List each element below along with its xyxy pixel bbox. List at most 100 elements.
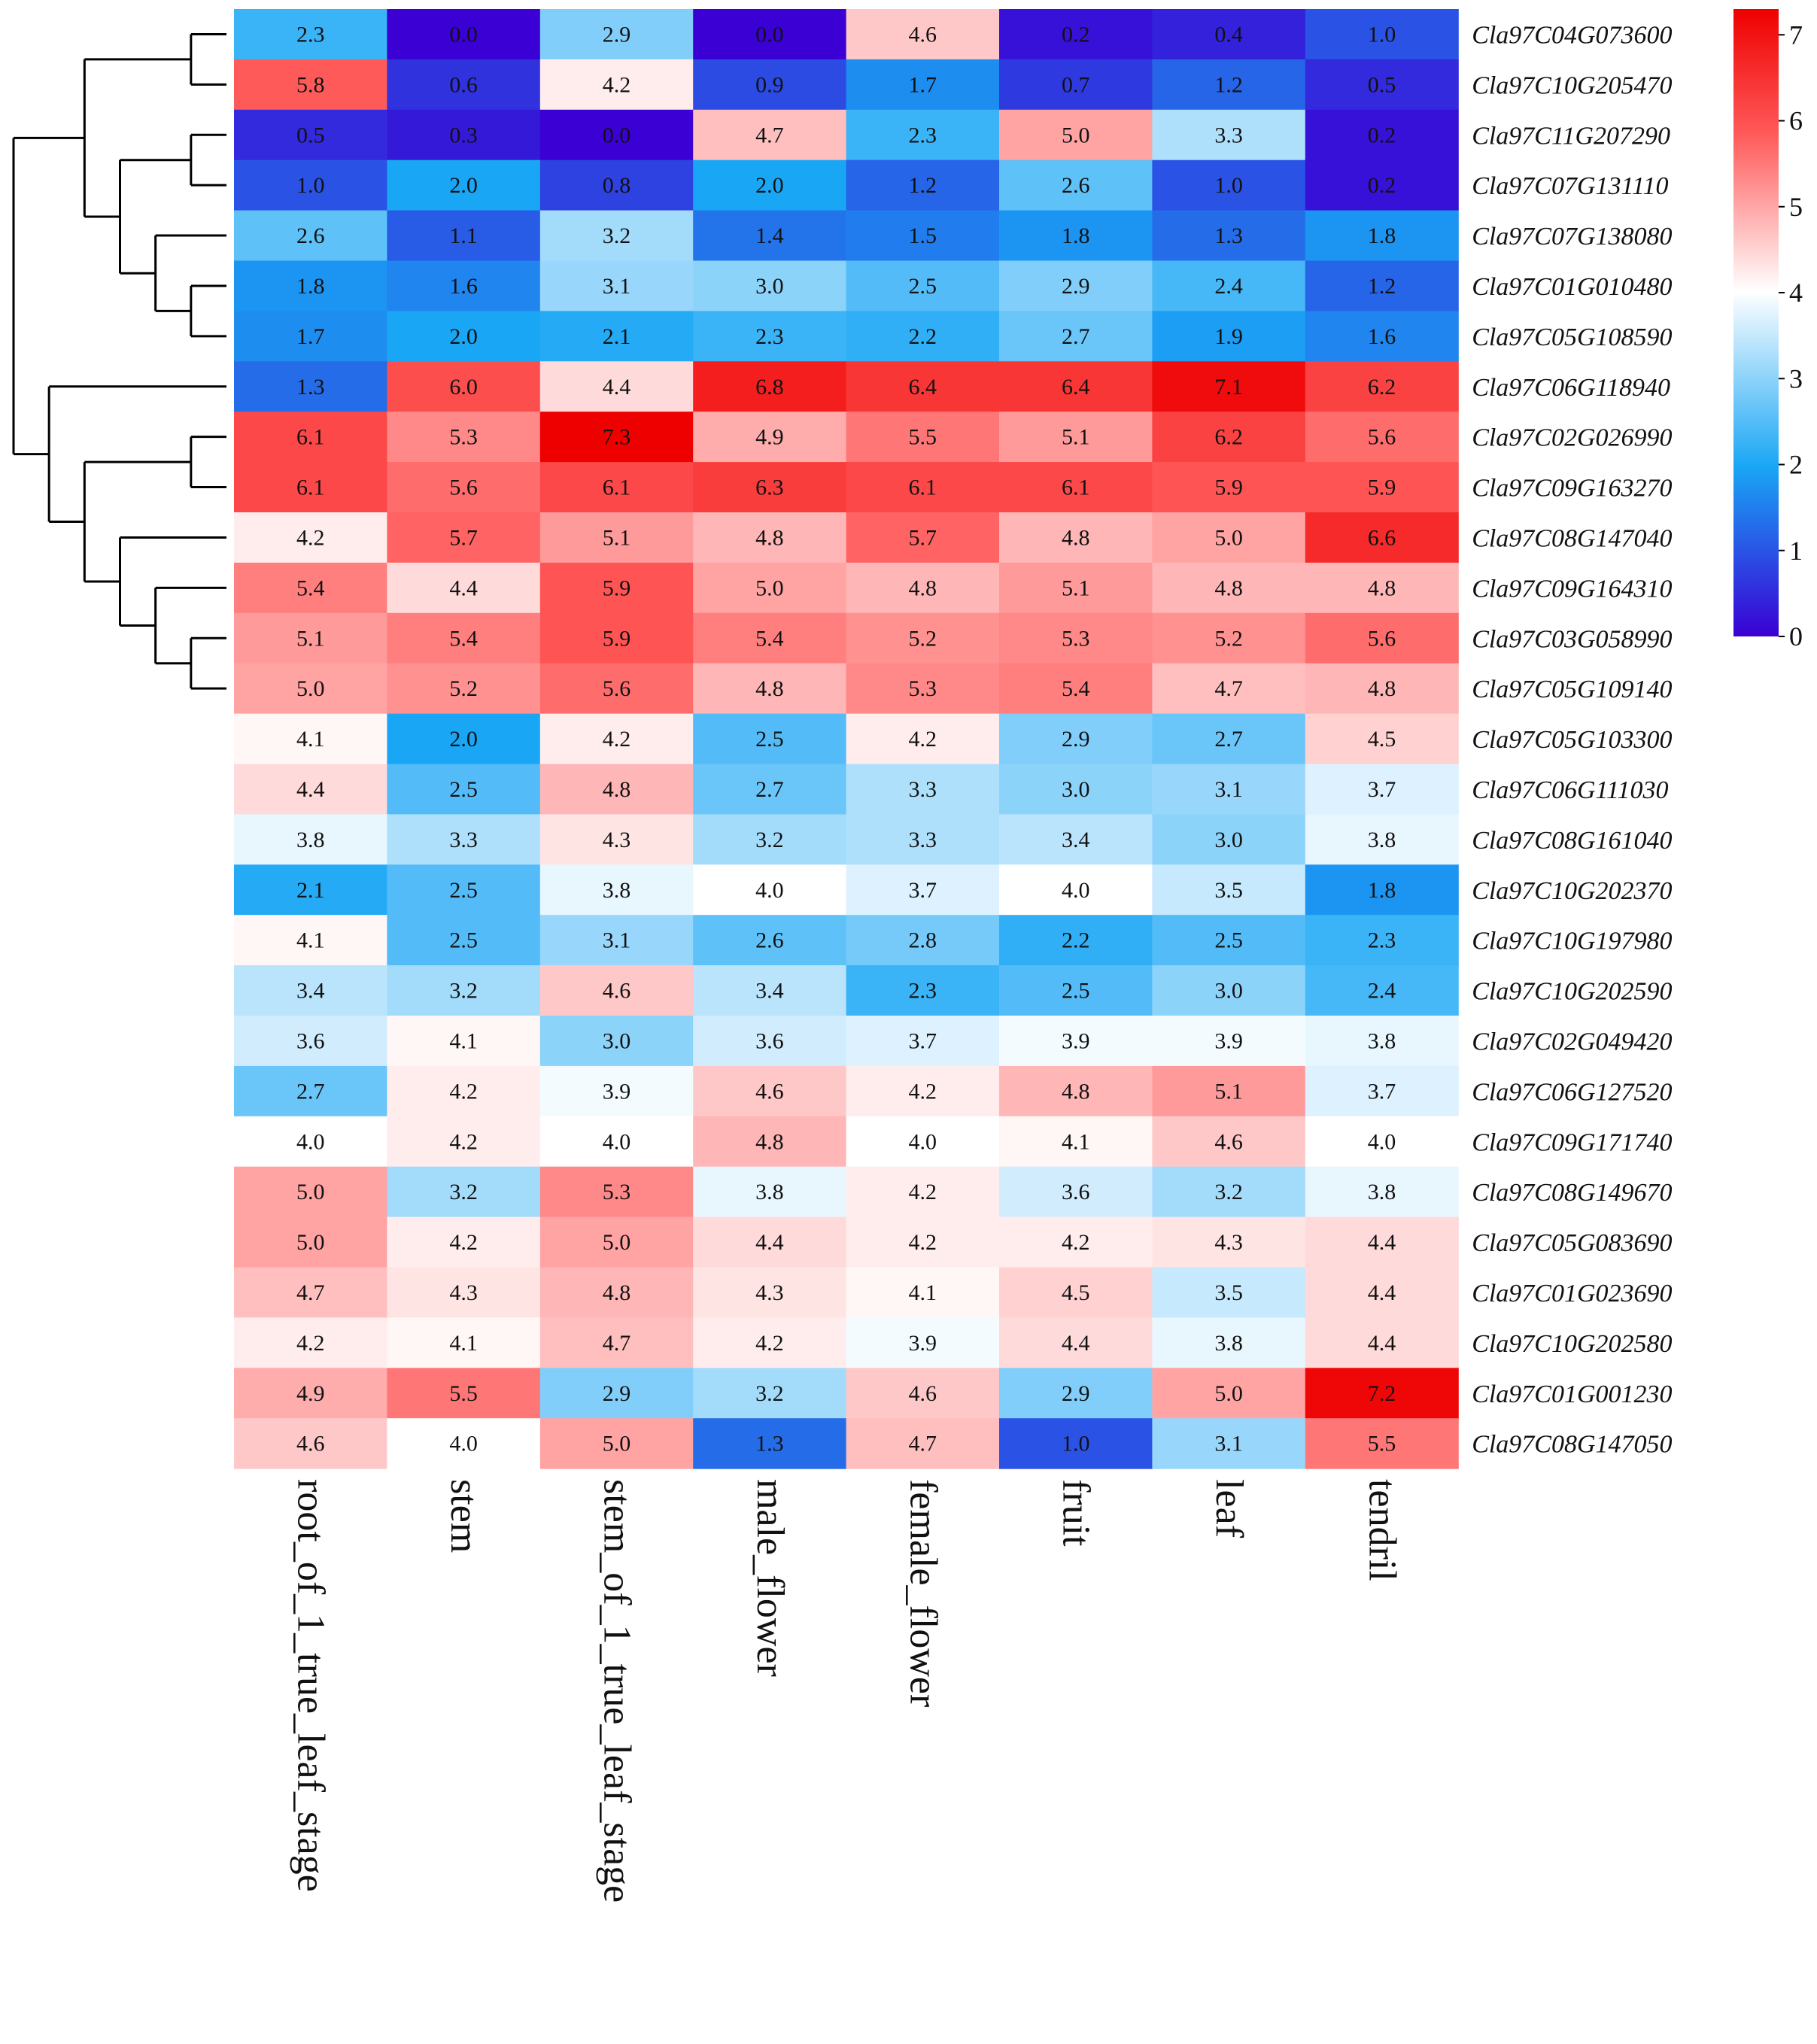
heatmap-cell: [1152, 764, 1306, 815]
heatmap-cell: [1152, 814, 1306, 865]
cell-value-label: 4.8: [1214, 576, 1243, 600]
heatmap-cell: [999, 9, 1153, 60]
cell-value-label: 3.1: [1214, 1432, 1243, 1456]
column-label: fruit: [1055, 1479, 1098, 1547]
cell-value-label: 3.9: [909, 1331, 937, 1356]
heatmap-cell: [846, 1317, 1000, 1368]
row-label-gene: Cla97C09G171740: [1472, 1128, 1672, 1156]
heatmap-cell: [234, 1065, 387, 1117]
cell-value-label: 2.3: [296, 22, 325, 47]
heatmap-cell: [539, 1317, 694, 1368]
cell-value-label: 2.5: [449, 777, 478, 802]
heatmap-cell: [999, 412, 1153, 463]
cell-value-label: 2.5: [909, 274, 937, 299]
row-label-gene: Cla97C10G202590: [1472, 978, 1672, 1006]
cell-value-label: 3.7: [1368, 777, 1396, 802]
cell-value-label: 6.2: [1368, 375, 1396, 399]
cell-value-label: 6.1: [603, 475, 631, 500]
heatmap-cell: [1305, 814, 1459, 865]
cell-value-label: 2.6: [1062, 173, 1090, 198]
row-label-gene: Cla97C02G049420: [1472, 1028, 1672, 1055]
heatmap-cell: [387, 1016, 541, 1067]
cell-value-label: 2.3: [755, 324, 784, 349]
heatmap-cell: [1152, 713, 1306, 765]
heatmap-cell: [539, 1418, 694, 1469]
heatmap-cell: [693, 412, 847, 463]
row-label-gene: Cla97C06G127520: [1472, 1078, 1672, 1106]
colorbar-tick-label: 7: [1789, 20, 1803, 50]
heatmap-cell: [693, 311, 847, 362]
row-label-gene: Cla97C01G010480: [1472, 273, 1672, 301]
cell-value-label: 4.2: [909, 1079, 937, 1104]
cell-value-label: 3.8: [603, 878, 631, 903]
heatmap-cell: [1305, 1368, 1459, 1419]
heatmap-cell: [539, 764, 694, 815]
cell-value-label: 1.0: [296, 173, 325, 198]
cell-value-label: 5.8: [296, 72, 325, 97]
heatmap-cell: [387, 562, 541, 614]
row-label-gene: Cla97C04G073600: [1472, 21, 1672, 49]
cell-value-label: 5.6: [603, 676, 631, 701]
heatmap-cell: [234, 59, 387, 111]
cell-value-label: 5.2: [449, 676, 478, 701]
cell-value-label: 0.6: [449, 72, 478, 97]
cell-value-label: 4.6: [909, 22, 937, 47]
row-label-gene: Cla97C08G147040: [1472, 524, 1672, 552]
cell-value-label: 2.0: [755, 173, 784, 198]
cell-value-label: 1.2: [1214, 72, 1243, 97]
cell-value-label: 3.1: [1214, 777, 1243, 802]
heatmap-cell: [1305, 663, 1459, 715]
cell-value-label: 3.0: [755, 274, 784, 299]
heatmap-cell: [387, 109, 541, 161]
heatmap-cell: [387, 159, 541, 211]
heatmap-cell: [693, 1116, 847, 1168]
cell-value-label: 3.3: [449, 828, 478, 852]
cell-value-label: 1.8: [1368, 223, 1396, 248]
cell-value-label: 5.0: [1214, 1381, 1243, 1406]
cell-value-label: 5.1: [296, 626, 325, 651]
heatmap-cell: [539, 915, 694, 966]
cell-value-label: 4.2: [449, 1079, 478, 1104]
cell-value-label: 3.0: [1214, 828, 1243, 852]
heatmap-cell: [693, 59, 847, 111]
heatmap-cell: [387, 1216, 541, 1268]
cell-value-label: 3.8: [1214, 1331, 1243, 1356]
heatmap-cell: [693, 562, 847, 614]
heatmap-cell: [1305, 109, 1459, 161]
heatmap-cell: [1152, 965, 1306, 1016]
heatmap-cell: [539, 462, 694, 513]
cell-value-label: 0.0: [603, 123, 631, 147]
cell-value-label: 0.5: [1368, 72, 1396, 97]
heatmap-cell: [693, 109, 847, 161]
cell-value-label: 3.6: [296, 1028, 325, 1053]
row-label-gene: Cla97C01G023690: [1472, 1280, 1672, 1307]
heatmap-cell: [539, 412, 694, 463]
heatmap-cell: [846, 864, 1000, 916]
cell-value-label: 3.2: [755, 1381, 784, 1406]
column-labels: root_of_1_true_leaf_stage stem stem_of_1_t…: [290, 1479, 1404, 1903]
row-label-gene: Cla97C02G026990: [1472, 424, 1672, 452]
cell-value-label: 5.1: [1062, 576, 1090, 600]
heatmap-cell: [539, 814, 694, 865]
heatmap-cell: [999, 462, 1153, 513]
heatmap-cell: [846, 109, 1000, 161]
heatmap-cell: [387, 311, 541, 362]
heatmap-cell: [693, 1267, 847, 1318]
cell-value-label: 0.2: [1368, 123, 1396, 147]
cell-value-label: 4.8: [603, 777, 631, 802]
heatmap-cell: [539, 9, 694, 60]
column-label: root_of_1_true_leaf_stage: [290, 1479, 333, 1892]
heatmap-cell: [234, 462, 387, 513]
heatmap-cell: [693, 713, 847, 765]
heatmap-cell: [693, 210, 847, 262]
heatmap-cell: [539, 1016, 694, 1067]
heatmap-cell: [234, 9, 387, 60]
heatmap-cell: [1152, 260, 1306, 311]
heatmap-cell: [846, 764, 1000, 815]
cell-value-label: 4.0: [1062, 878, 1090, 903]
cell-value-label: 5.0: [1062, 123, 1090, 147]
cell-value-label: 4.8: [755, 1129, 784, 1154]
cell-value-label: 4.0: [909, 1129, 937, 1154]
heatmap-cell: [846, 1065, 1000, 1117]
heatmap-cell: [234, 764, 387, 815]
